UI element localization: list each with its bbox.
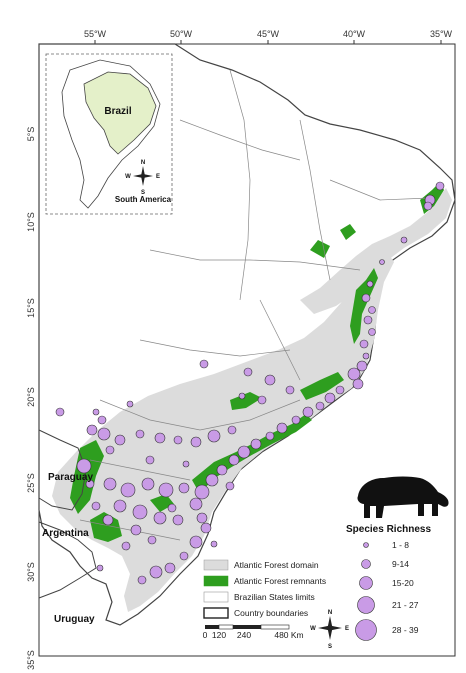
tick-label-40w: 40°W [343, 29, 366, 39]
inset-brazil [83, 71, 157, 155]
legend: Atlantic Forest domain Atlantic Forest r… [203, 559, 349, 650]
legend-swatch-states [203, 591, 229, 603]
tick-label-35w: 35°W [430, 29, 453, 39]
richness-symbol-3 [359, 576, 373, 590]
compass-e: E [345, 626, 349, 632]
compass-icon: N S W E [310, 610, 349, 650]
richness-symbol-4 [357, 596, 375, 614]
uruguay-label: Uruguay [54, 614, 95, 625]
inset-map: Brazil South America N S W E [45, 53, 173, 215]
tick-label-45w: 45°W [257, 29, 280, 39]
richness-class-1: 1 - 8 [392, 540, 409, 550]
tapir-icon [357, 476, 449, 518]
left-tick-labels: 5°S 10°S 15°S 20°S 25°S 30°S 35°S [26, 127, 36, 670]
tick-label-25s: 25°S [26, 473, 36, 493]
richness-class-3: 15-20 [392, 578, 414, 588]
tick-label-55w: 55°W [84, 29, 107, 39]
legend-label-domain: Atlantic Forest domain [234, 560, 319, 570]
atlantic-forest-domain [52, 250, 394, 612]
inset-compass-w: W [125, 174, 131, 180]
richness-symbol-2 [361, 559, 371, 569]
legend-swatch-countries [203, 607, 229, 619]
scale-label-0: 0 [203, 630, 208, 640]
tick-label-10s: 10°S [26, 212, 36, 232]
top-tick-labels: 55°W 50°W 45°W 40°W 35°W [84, 29, 453, 39]
compass-w: W [310, 626, 316, 632]
legend-label-countries: Country boundaries [234, 608, 308, 618]
richness-symbol-1 [363, 542, 369, 548]
legend-swatch-remnants [203, 575, 229, 587]
richness-class-2: 9-14 [392, 559, 409, 569]
compass-n: N [328, 610, 332, 616]
inset-compass-e: E [156, 174, 160, 180]
argentina-border [38, 521, 97, 599]
richness-class-4: 21 - 27 [392, 600, 419, 610]
scale-label-480: 480 Km [274, 630, 303, 640]
atlantic-forest-domain-north [300, 188, 452, 314]
atlantic-forest-remnants [70, 182, 444, 542]
top-tick-marks [94, 40, 442, 44]
inset-brazil-label: Brazil [104, 106, 131, 117]
richness-symbol-5 [355, 619, 377, 641]
scale-label-240: 240 [237, 630, 251, 640]
paraguay-border [38, 429, 87, 511]
tick-label-15s: 15°S [26, 298, 36, 318]
richness-points [55, 181, 445, 585]
inset-south-america-label: South America [115, 195, 172, 204]
tick-label-35s: 35°S [26, 650, 36, 670]
compass-s: S [328, 644, 332, 650]
richness-legend: Species Richness 1 - 8 9-14 15-20 21 - 2… [346, 524, 431, 641]
inset-compass-n: N [141, 160, 145, 166]
state-limits [79, 69, 431, 541]
scale-bar: 0 120 240 480 Km [203, 624, 304, 640]
richness-title: Species Richness [346, 524, 431, 535]
legend-swatch-domain [203, 559, 229, 571]
paraguay-label: Paraguay [48, 472, 93, 483]
tick-label-5s: 5°S [26, 127, 36, 142]
tick-label-20s: 20°S [26, 387, 36, 407]
scale-label-120: 120 [212, 630, 226, 640]
inset-compass-s: S [141, 190, 145, 196]
legend-label-states: Brazilian States limits [234, 592, 315, 602]
inset-compass-icon: N S W E [125, 160, 160, 196]
tick-label-30s: 30°S [26, 562, 36, 582]
richness-class-5: 28 - 39 [392, 625, 419, 635]
argentina-label: Argentina [42, 528, 89, 539]
tick-label-50w: 50°W [170, 29, 193, 39]
legend-label-remnants: Atlantic Forest remnants [234, 576, 326, 586]
